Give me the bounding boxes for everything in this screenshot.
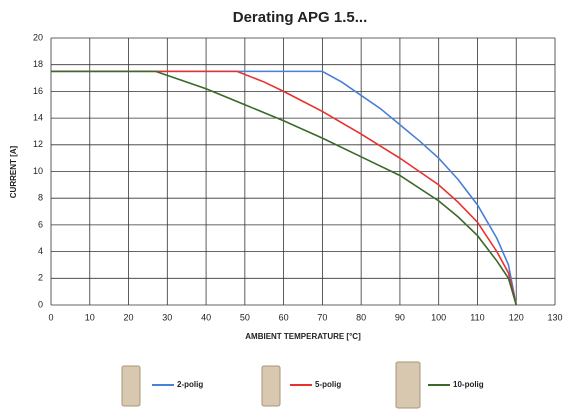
series-line: [51, 70, 517, 306]
y-tick-label: 6: [38, 219, 43, 229]
legend-label: 2-polig: [177, 380, 203, 389]
y-tick-label: 0: [38, 299, 43, 309]
x-tick-label: 120: [509, 312, 524, 322]
x-tick-label: 20: [124, 312, 134, 322]
y-tick-label: 4: [38, 246, 43, 256]
series-line: [51, 70, 518, 306]
x-tick-label: 0: [48, 312, 53, 322]
x-tick-label: 30: [162, 312, 172, 322]
y-tick-label: 20: [33, 32, 43, 42]
y-tick-label: 18: [33, 59, 43, 69]
x-tick-label: 60: [279, 312, 289, 322]
y-tick-label: 10: [33, 166, 43, 176]
series-line: [51, 70, 518, 306]
x-tick-label: 110: [470, 312, 484, 322]
x-tick-label: 130: [547, 312, 562, 322]
y-tick-label: 2: [38, 273, 43, 283]
x-tick-label: 100: [431, 312, 446, 322]
x-tick-label: 50: [240, 312, 250, 322]
legend-label: 5-polig: [315, 380, 341, 389]
x-tick-label: 70: [317, 312, 327, 322]
legend-label: 10-polig: [453, 380, 484, 389]
x-tick-label: 90: [395, 312, 405, 322]
x-tick-label: 40: [201, 312, 211, 322]
chart-title: Derating APG 1.5...: [233, 9, 367, 26]
y-tick-label: 16: [33, 86, 43, 96]
y-tick-label: 12: [33, 139, 43, 149]
x-tick-label: 80: [356, 312, 366, 322]
y-axis-label: CURRENT [A]: [9, 145, 18, 198]
x-tick-label: 10: [85, 312, 95, 322]
legend-icons: [121, 361, 421, 409]
y-tick-label: 8: [38, 193, 43, 203]
y-tick-label: 14: [33, 112, 43, 122]
x-axis-label: AMBIENT TEMPERATURE [°C]: [245, 332, 361, 341]
